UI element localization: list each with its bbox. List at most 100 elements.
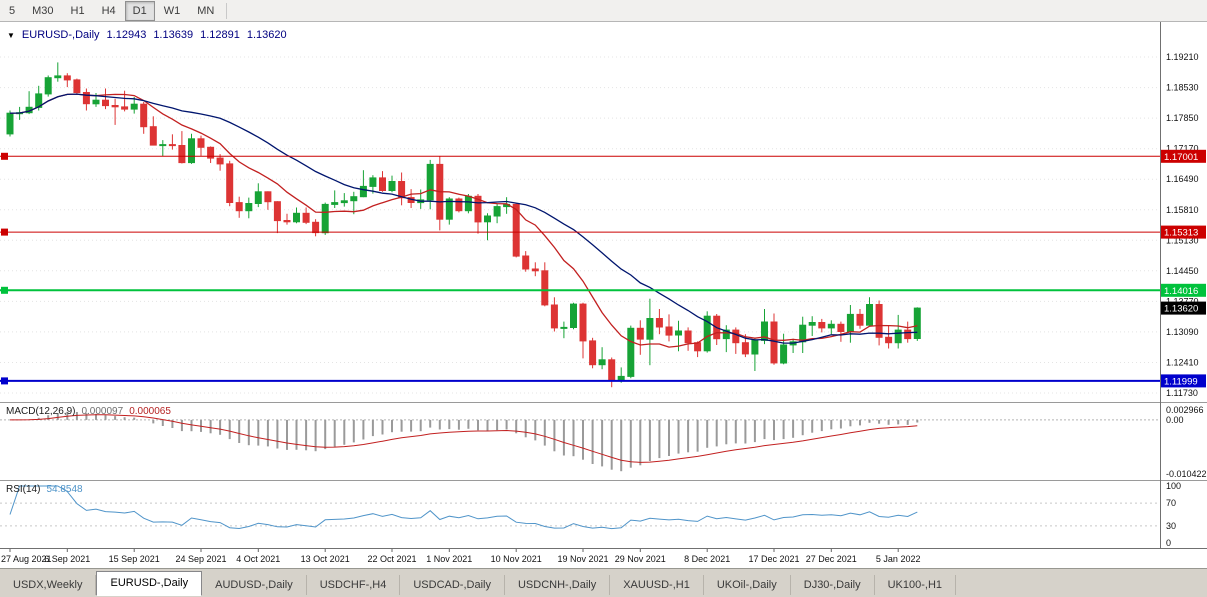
- tab-usdcnh-daily[interactable]: USDCNH-,Daily: [505, 575, 611, 595]
- level-anchor[interactable]: [1, 286, 8, 294]
- candle-body: [579, 303, 587, 342]
- timeframe-5[interactable]: 5: [9, 4, 16, 17]
- candle-body: [885, 336, 893, 344]
- date-label: 6 Sep 2021: [44, 554, 90, 564]
- ma-fast-line: [9, 93, 918, 348]
- candle-body: [770, 321, 778, 364]
- ohlc-close: 1.13620: [246, 29, 287, 41]
- price-level-tag: 1.11999: [1161, 374, 1206, 388]
- chart-canvas[interactable]: 1.19210 1.18530 1.17850 1.17170 1.16490 1.158…: [0, 22, 1207, 568]
- candle-body: [92, 99, 100, 105]
- candle-body: [264, 191, 272, 203]
- candle-body: [598, 359, 606, 366]
- timeframe-h4[interactable]: H4: [101, 4, 116, 17]
- candle-body: [149, 126, 157, 146]
- candle-body: [684, 330, 692, 344]
- candle-body: [312, 221, 320, 234]
- candle-body: [73, 79, 81, 94]
- candle-body: [913, 307, 921, 340]
- rsi-label: RSI(14) 54.8548: [6, 484, 83, 495]
- candle-body: [665, 326, 673, 336]
- date-label: 10 Nov 2021: [491, 554, 542, 564]
- candle-body: [732, 329, 740, 344]
- rsi-line: [9, 485, 918, 530]
- timeframe-m30[interactable]: M30: [32, 4, 54, 17]
- level-anchor[interactable]: [1, 228, 8, 236]
- date-label: 4 Oct 2021: [236, 554, 280, 564]
- candle-body: [140, 103, 148, 128]
- candle-body: [216, 157, 224, 165]
- candle-body: [894, 329, 902, 344]
- rsi-value: 54.8548: [46, 484, 83, 495]
- tab-ukoil-daily[interactable]: UKOil-,Daily: [704, 575, 791, 595]
- level-anchor[interactable]: [1, 152, 8, 160]
- candle-body: [846, 313, 854, 332]
- candle-body: [283, 220, 291, 223]
- tab-audusd-daily[interactable]: AUDUSD-,Daily: [202, 575, 307, 595]
- level-anchor[interactable]: [1, 377, 8, 385]
- price-axis-tick: 1.17850: [1166, 113, 1199, 123]
- candle-body: [608, 359, 616, 382]
- tab-xauusd-h1[interactable]: XAUUSD-,H1: [610, 575, 704, 595]
- candle-body: [464, 195, 472, 212]
- ma-slow-line: [9, 93, 918, 344]
- candle-body: [904, 329, 912, 340]
- price-axis-tick: 1.18530: [1166, 83, 1199, 93]
- candle-body: [646, 318, 654, 340]
- date-label: 15 Sep 2021: [109, 554, 160, 564]
- candle-body: [111, 105, 119, 108]
- candle-body: [827, 323, 835, 329]
- tab-usdx-weekly[interactable]: USDX,Weekly: [0, 575, 97, 595]
- candle-body: [398, 181, 406, 199]
- ohlc-low: 1.12891: [200, 29, 240, 41]
- candle-body: [54, 75, 62, 79]
- candle-body: [207, 146, 215, 159]
- candle-body: [273, 201, 281, 222]
- price-axis-tick: 1.13090: [1166, 327, 1199, 337]
- candle-body: [655, 318, 663, 328]
- macd-axis-min: -0.010422: [1166, 469, 1207, 479]
- rsi-axis-tick: 0: [1166, 538, 1171, 548]
- candle-body: [694, 342, 702, 352]
- candle-body: [226, 163, 234, 203]
- candle-body: [703, 315, 711, 352]
- price-axis-tick: 1.17170: [1166, 144, 1199, 154]
- candle-body: [455, 198, 463, 212]
- candle-body: [474, 195, 482, 223]
- candle-body: [445, 198, 453, 220]
- price-axis-tick: 1.19210: [1166, 52, 1199, 62]
- candle-body: [245, 203, 253, 212]
- candle-body: [741, 342, 749, 355]
- macd-name: MACD(12,26,9): [6, 406, 76, 417]
- candle-body: [178, 145, 186, 164]
- candle-body: [570, 303, 577, 329]
- candle-body: [512, 203, 520, 257]
- chart-title: ▼ EURUSD-,Daily 1.12943 1.13639 1.12891 …: [7, 29, 287, 41]
- date-label: 29 Nov 2021: [615, 554, 666, 564]
- candle-body: [254, 191, 262, 205]
- timeframe-mn[interactable]: MN: [197, 4, 215, 17]
- timeframe-d1[interactable]: D1: [124, 0, 155, 21]
- tab-usdchf-h4[interactable]: USDCHF-,H4: [307, 575, 401, 595]
- candle-body: [102, 99, 109, 107]
- date-label: 22 Oct 2021: [367, 554, 416, 564]
- candle-body: [388, 181, 396, 191]
- price-level-tag: 1.17001: [1161, 149, 1206, 163]
- price-level-tag: 1.13620: [1161, 301, 1206, 315]
- candle-body: [866, 304, 873, 326]
- svg-text:1.17001: 1.17001: [1164, 152, 1198, 163]
- timeframe-h1[interactable]: H1: [70, 4, 85, 17]
- tab-usdcad-daily[interactable]: USDCAD-,Daily: [400, 575, 505, 595]
- tab-uk100-h1[interactable]: UK100-,H1: [875, 575, 957, 595]
- tab-dj30-daily[interactable]: DJ30-,Daily: [791, 575, 875, 595]
- candle-body: [44, 77, 52, 95]
- candle-body: [818, 322, 826, 329]
- candle-body: [197, 138, 205, 148]
- chart-dropdown-icon[interactable]: ▼: [7, 30, 15, 40]
- svg-text:1.15313: 1.15313: [1164, 228, 1198, 239]
- tab-eurusd-daily[interactable]: EURUSD-,Daily: [96, 571, 203, 596]
- timeframe-w1[interactable]: W1: [163, 4, 181, 17]
- candle-body: [130, 103, 138, 110]
- macd-main-value: 0.000097: [81, 406, 124, 417]
